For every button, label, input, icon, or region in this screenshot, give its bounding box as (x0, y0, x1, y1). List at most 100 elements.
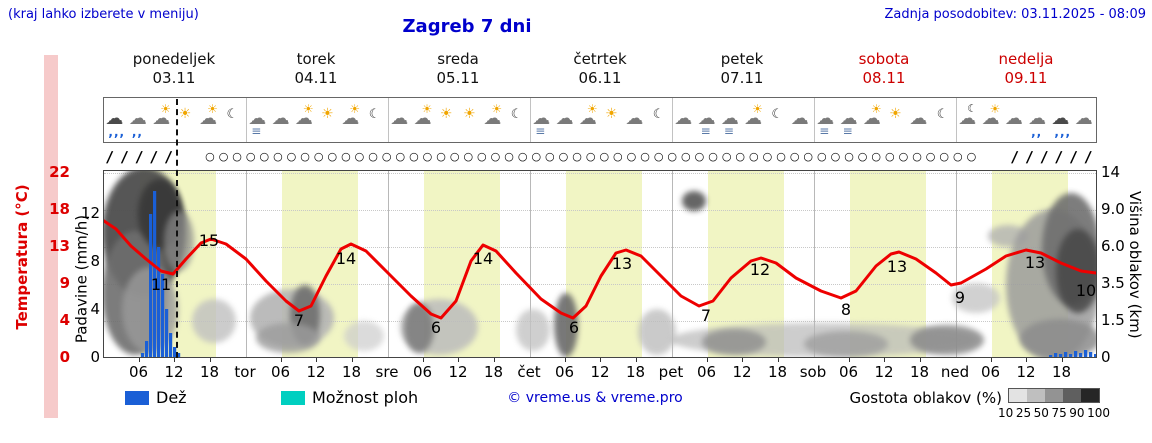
rain-bar (1069, 354, 1073, 357)
cloud-density-blob (702, 329, 766, 355)
hour-label: 18 (483, 363, 504, 381)
hour-label: 06 (270, 363, 291, 381)
day-abbrev-label: sob (799, 363, 827, 381)
showers-legend-label: Možnost ploh (312, 388, 419, 407)
hour-label: 12 (874, 363, 894, 381)
hour-label: 18 (199, 363, 220, 381)
rain-bar (145, 341, 149, 357)
temperature-value-label: 14 (335, 249, 357, 268)
day-name: torek (296, 50, 336, 68)
cloud-icon: ☁ (271, 108, 290, 129)
icon-cell: ☁ ≡ ☁ ☀ ☁ ☀ ☁ ☾ (530, 98, 672, 142)
rain-bar (1064, 352, 1068, 357)
day-abbrev-label: sre (375, 363, 399, 381)
rain-bar (1094, 354, 1096, 357)
fog-icon: ☁ ≡ (720, 108, 739, 138)
hour-tick (706, 358, 708, 362)
fog-icon: ☁ ≡ (248, 108, 267, 138)
day-name: nedelja (998, 50, 1054, 68)
cloud-height-axis-label: Višina oblakov (km) (1126, 191, 1144, 339)
gridline (104, 247, 1096, 248)
credit-link[interactable]: © vreme.us & vreme.pro (507, 390, 683, 406)
height-tick: 9.0 (1101, 200, 1125, 218)
wind-row: / / / / / ○○○○○○○○○○○○○○○○○○○○○○○○○○○○○○… (103, 144, 1097, 169)
rain-bar (1054, 353, 1058, 357)
temperature-axis-strip (44, 55, 58, 418)
current-time-marker (176, 99, 178, 358)
temperature-value-label: 13 (886, 257, 908, 276)
day-abbrev-label: čet (517, 363, 541, 381)
density-segment (1063, 389, 1081, 402)
day-name: sobota (858, 50, 910, 68)
partly-icon: ☀ ☁ (341, 102, 361, 129)
rain-bar (157, 247, 161, 357)
fog-icon: ☁ ≡ (532, 108, 551, 138)
rain-bar (141, 353, 145, 357)
rain-icon: ☁,, (1028, 108, 1047, 139)
density-tick: 10 (998, 406, 1014, 420)
last-update-label: Zadnja posodobitev: 03.11.2025 - 08:09 (884, 7, 1146, 22)
cloud-density-blob (910, 325, 984, 355)
day-headers: ponedeljek 03.11 torek 04.11 sreda 05.11 četrt… (103, 50, 1097, 92)
hour-tick (458, 358, 459, 362)
hour-label: 18 (767, 363, 788, 381)
rain-bar (161, 274, 165, 357)
day-date: 08.11 (862, 69, 906, 87)
day-header-sobota: sobota 08.11 (813, 50, 955, 88)
moon-icon: ☾ (771, 107, 784, 122)
density-tick: 25 (1015, 406, 1032, 420)
cloud-density-label: Gostota oblakov (%) (849, 389, 1002, 407)
hour-label: 12 (164, 363, 184, 381)
rain-bar (169, 333, 173, 357)
sun-icon: ☀ (463, 106, 476, 122)
partly-icon: ☀ ☁ (294, 102, 314, 129)
temperature-value-label: 15 (198, 231, 220, 250)
day-date: 04.11 (294, 69, 338, 87)
sun-icon: ☀ (889, 106, 902, 122)
cloud-density-blob (638, 309, 676, 355)
density-segment (1009, 389, 1027, 402)
day-header-ponedeljek: ponedeljek 03.11 (103, 50, 245, 88)
hour-tick (422, 358, 424, 362)
hour-label: 12 (448, 363, 468, 381)
icon-cell: ☁ ≡ ☁ ☀ ☁ ☀ ☀ ☁ ☾ (246, 98, 388, 142)
icon-cell: ☾ ☁ ☀ ☁ ☁ ☁,, ☁,,, ☁ (956, 98, 1098, 142)
hour-tick (1061, 358, 1063, 362)
hour-label: 06 (128, 363, 149, 381)
cloud-density-blob (554, 293, 578, 357)
hour-label: 12 (590, 363, 610, 381)
temperature-value-label: 13 (1024, 253, 1046, 272)
cloud-icon: ☁ (625, 108, 644, 129)
rain-heavy-icon: ☁,,, (1051, 108, 1072, 139)
gridline (104, 321, 1096, 322)
height-tick: 14 (1101, 163, 1121, 181)
wind-calm-circles-icon: ○○○○○○○○○○○○○○○○○○○○○○○○○○○○○○○○○○○○○○○○… (205, 150, 981, 163)
day-header-četrtek: četrtek 06.11 (529, 50, 671, 88)
cloud-icon: ☁ (909, 108, 928, 129)
temp-tick: 13 (49, 237, 70, 255)
hour-label: 06 (838, 363, 859, 381)
precip-tick: 12 (80, 204, 100, 222)
day-boundary-line (388, 171, 389, 357)
cloud-icon: ☁ (1074, 108, 1093, 129)
fog-icon: ☁ ≡ (697, 108, 716, 138)
cloud-icon: ☁ (555, 108, 574, 129)
density-tick: 90 (1069, 406, 1085, 420)
day-date: 03.11 (152, 69, 196, 87)
cloud-icon: ☁ (390, 108, 409, 129)
partly-icon: ☀ ☁ (578, 102, 598, 129)
temperature-value-label: 13 (611, 254, 633, 273)
rain-legend-swatch (125, 391, 149, 405)
cloud-density-blob (344, 321, 384, 351)
gridline (104, 284, 1096, 285)
cloud-density-blob (256, 323, 320, 353)
density-segment (1027, 389, 1045, 402)
cloud-icon: ☁ (674, 108, 693, 129)
hour-tick (990, 358, 992, 362)
rain-bar (1079, 353, 1083, 357)
moon-icon: ☾ (936, 107, 949, 122)
precipitation-axis-ticks: 12 8 4 0 (78, 0, 100, 443)
sun-icon: ☀ (178, 106, 192, 122)
density-segment (1081, 389, 1099, 402)
cloud-density-blob (192, 299, 236, 343)
